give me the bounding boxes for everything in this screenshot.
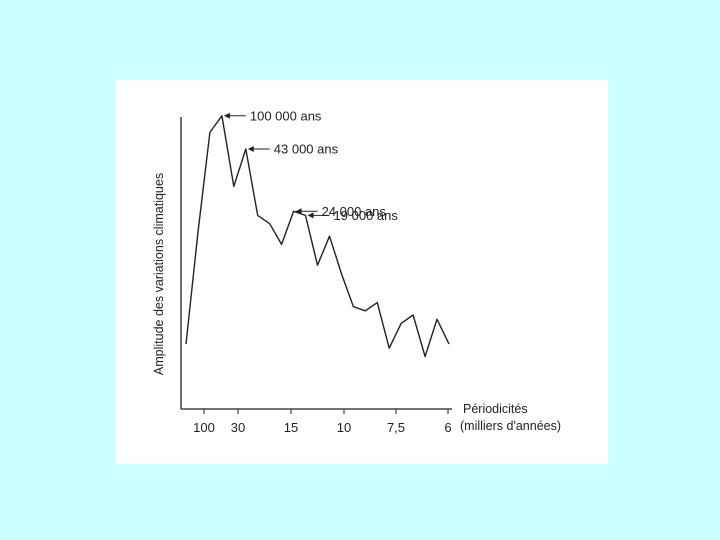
annotation-label: 19 000 ans: [334, 208, 399, 223]
annotation-arrowhead: [295, 208, 302, 215]
annotation: 43 000 ans: [247, 142, 339, 157]
x-tick-label: 100: [193, 420, 215, 435]
annotation: 24 000 ans: [295, 204, 387, 219]
x-tick-label: 30: [231, 420, 245, 435]
annotation-arrowhead: [247, 146, 254, 152]
x-tick-label: 10: [337, 420, 351, 435]
x-tick-label: 6: [444, 420, 451, 435]
periodicity-chart: Amplitude des variations climatiques Pér…: [152, 108, 561, 435]
x-tick-label: 7,5: [387, 420, 405, 435]
y-axis-title: Amplitude des variations climatiques: [152, 173, 166, 375]
annotation-label: 100 000 ans: [250, 108, 322, 123]
annotation-label: 43 000 ans: [274, 142, 339, 157]
x-axis-title-line2: (milliers d'années): [460, 419, 561, 433]
x-axis-title-line1: Périodicités: [463, 402, 528, 416]
axes: [180, 117, 452, 410]
annotation: 19 000 ans: [307, 208, 399, 223]
annotation-label: 24 000 ans: [322, 204, 387, 219]
figure-panel: Amplitude des variations climatiques Pér…: [116, 80, 608, 464]
series-line: [185, 115, 450, 358]
annotation-arrowhead: [307, 212, 314, 219]
x-tick-group: 100 30 15 10 7,5 6: [193, 409, 452, 435]
annotation: 100 000 ans: [223, 108, 322, 123]
annotation-arrowhead: [223, 112, 230, 119]
x-tick-label: 15: [284, 420, 298, 435]
